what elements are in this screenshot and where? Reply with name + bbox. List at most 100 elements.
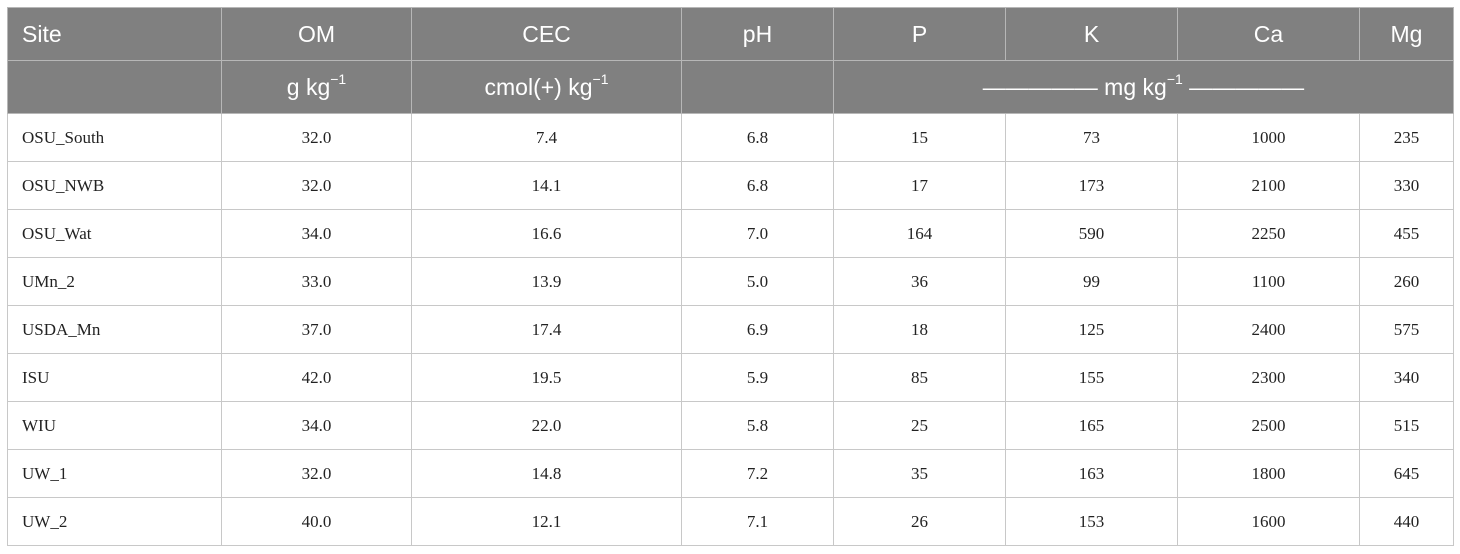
cell-ca: 1600 <box>1177 497 1360 546</box>
cell-k: 99 <box>1005 257 1178 306</box>
cell-om: 32.0 <box>221 449 412 498</box>
header-ph: pH <box>681 7 834 61</box>
cell-ph: 5.8 <box>681 401 834 450</box>
cell-cec: 16.6 <box>411 209 682 258</box>
table-row: WIU 34.0 22.0 5.8 25 165 2500 515 <box>7 401 1454 450</box>
unit-cec: cmol(+) kg−1 <box>411 60 682 114</box>
cell-k: 153 <box>1005 497 1178 546</box>
cell-p: 15 <box>833 113 1006 162</box>
cell-site: ISU <box>7 353 222 402</box>
cell-k: 125 <box>1005 305 1178 354</box>
cell-ca: 1000 <box>1177 113 1360 162</box>
cell-mg: 440 <box>1359 497 1454 546</box>
soil-properties-table-container: Site OM CEC pH P K Ca Mg g kg−1 cmol(+) … <box>7 7 1454 546</box>
cell-p: 164 <box>833 209 1006 258</box>
unit-ph <box>681 60 834 114</box>
units-row: g kg−1 cmol(+) kg−1 ————— mg kg−1 ————— <box>7 60 1454 114</box>
cell-cec: 14.1 <box>411 161 682 210</box>
table-row: UW_2 40.0 12.1 7.1 26 153 1600 440 <box>7 497 1454 546</box>
cell-cec: 19.5 <box>411 353 682 402</box>
table-row: OSU_South 32.0 7.4 6.8 15 73 1000 235 <box>7 113 1454 162</box>
cell-p: 26 <box>833 497 1006 546</box>
table-row: USDA_Mn 37.0 17.4 6.9 18 125 2400 575 <box>7 305 1454 354</box>
cell-om: 32.0 <box>221 113 412 162</box>
header-om: OM <box>221 7 412 61</box>
cell-ph: 5.0 <box>681 257 834 306</box>
cell-om: 34.0 <box>221 401 412 450</box>
cell-ca: 2500 <box>1177 401 1360 450</box>
table-row: OSU_NWB 32.0 14.1 6.8 17 173 2100 330 <box>7 161 1454 210</box>
table-row: OSU_Wat 34.0 16.6 7.0 164 590 2250 455 <box>7 209 1454 258</box>
cell-om: 32.0 <box>221 161 412 210</box>
table-row: UW_1 32.0 14.8 7.2 35 163 1800 645 <box>7 449 1454 498</box>
cell-ph: 6.9 <box>681 305 834 354</box>
cell-site: USDA_Mn <box>7 305 222 354</box>
cell-k: 73 <box>1005 113 1178 162</box>
table-row: ISU 42.0 19.5 5.9 85 155 2300 340 <box>7 353 1454 402</box>
cell-om: 42.0 <box>221 353 412 402</box>
unit-mg-kg-trailing-dashes: ————— <box>1182 73 1305 100</box>
cell-site: UW_2 <box>7 497 222 546</box>
cell-ca: 1100 <box>1177 257 1360 306</box>
header-p: P <box>833 7 1006 61</box>
cell-om: 34.0 <box>221 209 412 258</box>
cell-mg: 260 <box>1359 257 1454 306</box>
cell-cec: 17.4 <box>411 305 682 354</box>
cell-p: 18 <box>833 305 1006 354</box>
cell-om: 37.0 <box>221 305 412 354</box>
cell-mg: 235 <box>1359 113 1454 162</box>
unit-om-exponent: −1 <box>330 70 347 87</box>
cell-site: UW_1 <box>7 449 222 498</box>
cell-cec: 12.1 <box>411 497 682 546</box>
cell-site: UMn_2 <box>7 257 222 306</box>
cell-site: OSU_NWB <box>7 161 222 210</box>
cell-k: 155 <box>1005 353 1178 402</box>
cell-k: 165 <box>1005 401 1178 450</box>
cell-mg: 645 <box>1359 449 1454 498</box>
unit-site <box>7 60 222 114</box>
cell-ph: 6.8 <box>681 113 834 162</box>
soil-properties-table: Site OM CEC pH P K Ca Mg g kg−1 cmol(+) … <box>7 7 1454 546</box>
header-site: Site <box>7 7 222 61</box>
cell-p: 85 <box>833 353 1006 402</box>
cell-ph: 7.0 <box>681 209 834 258</box>
header-mg: Mg <box>1359 7 1454 61</box>
cell-k: 590 <box>1005 209 1178 258</box>
cell-p: 25 <box>833 401 1006 450</box>
header-ca: Ca <box>1177 7 1360 61</box>
cell-ph: 7.1 <box>681 497 834 546</box>
cell-om: 33.0 <box>221 257 412 306</box>
cell-site: OSU_Wat <box>7 209 222 258</box>
cell-ca: 1800 <box>1177 449 1360 498</box>
cell-om: 40.0 <box>221 497 412 546</box>
unit-om-base: g kg <box>286 73 331 100</box>
cell-cec: 13.9 <box>411 257 682 306</box>
cell-p: 36 <box>833 257 1006 306</box>
cell-p: 17 <box>833 161 1006 210</box>
cell-ca: 2100 <box>1177 161 1360 210</box>
cell-mg: 330 <box>1359 161 1454 210</box>
cell-ph: 5.9 <box>681 353 834 402</box>
header-row: Site OM CEC pH P K Ca Mg <box>7 7 1454 61</box>
cell-ca: 2400 <box>1177 305 1360 354</box>
cell-mg: 515 <box>1359 401 1454 450</box>
cell-mg: 340 <box>1359 353 1454 402</box>
cell-ph: 6.8 <box>681 161 834 210</box>
cell-p: 35 <box>833 449 1006 498</box>
header-k: K <box>1005 7 1178 61</box>
cell-cec: 14.8 <box>411 449 682 498</box>
unit-cec-exponent: −1 <box>592 70 609 87</box>
cell-ph: 7.2 <box>681 449 834 498</box>
cell-ca: 2250 <box>1177 209 1360 258</box>
cell-mg: 575 <box>1359 305 1454 354</box>
unit-mg-kg-span: ————— mg kg−1 ————— <box>833 60 1454 114</box>
cell-site: WIU <box>7 401 222 450</box>
unit-mg-kg-exponent: −1 <box>1166 70 1183 87</box>
header-cec: CEC <box>411 7 682 61</box>
unit-cec-base: cmol(+) kg <box>484 73 593 100</box>
cell-site: OSU_South <box>7 113 222 162</box>
table-row: UMn_2 33.0 13.9 5.0 36 99 1100 260 <box>7 257 1454 306</box>
cell-ca: 2300 <box>1177 353 1360 402</box>
cell-k: 163 <box>1005 449 1178 498</box>
cell-mg: 455 <box>1359 209 1454 258</box>
